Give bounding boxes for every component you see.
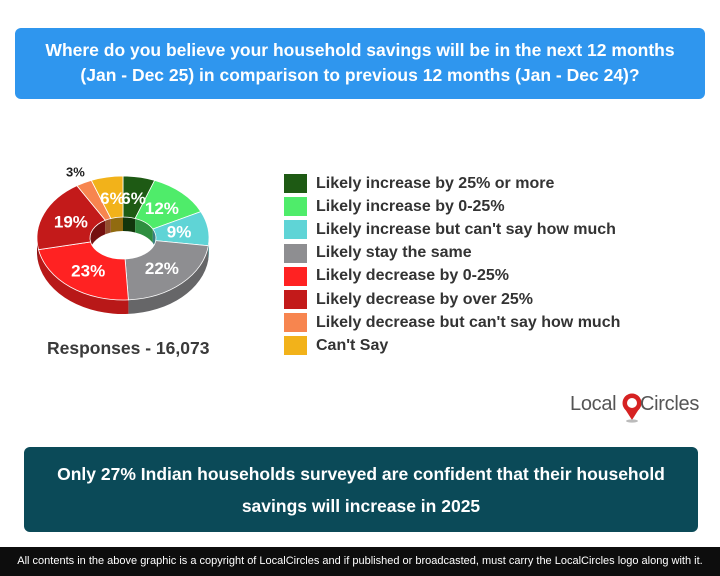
legend-label: Can't Say xyxy=(316,336,389,354)
legend-label: Likely stay the same xyxy=(316,244,472,262)
donut-slice-side xyxy=(38,249,129,314)
data-label: 19% xyxy=(54,213,88,232)
legend-swatch xyxy=(284,266,307,286)
conclusion-banner: Only 27% Indian households surveyed are … xyxy=(24,447,698,532)
legend-label: Likely increase but can't say how much xyxy=(316,220,616,238)
donut-slice-side xyxy=(128,245,209,314)
legend-label: Likely decrease by over 25% xyxy=(316,290,534,308)
legend-swatch xyxy=(284,290,307,310)
data-label: 3% xyxy=(66,165,85,180)
conclusion-line-1: Only 27% Indian households surveyed are … xyxy=(57,464,665,484)
legend-swatch xyxy=(284,336,307,356)
donut-slice xyxy=(36,185,106,251)
legend-item: Likely increase by 0-25% xyxy=(284,195,620,218)
responses-count: Responses - 16,073 xyxy=(47,338,210,358)
legend-label: Likely decrease but can't say how much xyxy=(316,313,621,331)
logo-text-local: Local xyxy=(570,393,617,415)
donut-slice xyxy=(38,241,129,301)
legend-swatch xyxy=(284,174,307,194)
donut-chart: 6%12%9%22%23%19%3%6% xyxy=(36,165,210,314)
legend-label: Likely increase by 25% or more xyxy=(316,174,555,192)
copyright-footer: All contents in the above graphic is a c… xyxy=(0,547,720,576)
question-line-1: Where do you believe your household savi… xyxy=(45,40,675,60)
legend-swatch xyxy=(284,243,307,263)
legend-swatch xyxy=(284,313,307,333)
conclusion-line-2: savings will increase in 2025 xyxy=(241,496,481,516)
data-label: 12% xyxy=(145,199,179,218)
legend-item: Can't Say xyxy=(284,334,620,357)
donut-slice-inner-wall xyxy=(110,217,123,233)
legend-swatch xyxy=(284,197,307,217)
legend-item: Likely increase but can't say how much xyxy=(284,218,620,241)
donut-slice xyxy=(124,240,209,301)
donut-slice-inner-wall xyxy=(105,218,111,235)
donut-slice xyxy=(90,175,124,219)
legend-swatch xyxy=(284,220,307,240)
legend-item: Likely stay the same xyxy=(284,242,620,265)
data-label: 22% xyxy=(145,259,179,278)
location-pin-icon xyxy=(622,393,642,423)
donut-slice-inner-wall xyxy=(123,217,136,233)
legend-label: Likely decrease by 0-25% xyxy=(316,267,510,285)
data-label: 6% xyxy=(121,189,146,208)
chart-legend: Likely increase by 25% or more Likely inc… xyxy=(284,172,620,358)
data-label: 9% xyxy=(167,223,192,242)
question-banner: Where do you believe your household savi… xyxy=(15,28,705,99)
data-label: 6% xyxy=(100,189,125,208)
legend-label: Likely increase by 0-25% xyxy=(316,197,505,215)
legend-item: Likely increase by 25% or more xyxy=(284,172,620,195)
question-line-2: (Jan - Dec 25) in comparison to previous… xyxy=(80,65,640,85)
data-label: 23% xyxy=(71,261,105,280)
legend-item: Likely decrease but can't say how much xyxy=(284,311,620,334)
legend-item: Likely decrease by over 25% xyxy=(284,288,620,311)
logo-text-circles: Circles xyxy=(640,393,700,415)
legend-item: Likely decrease by 0-25% xyxy=(284,265,620,288)
